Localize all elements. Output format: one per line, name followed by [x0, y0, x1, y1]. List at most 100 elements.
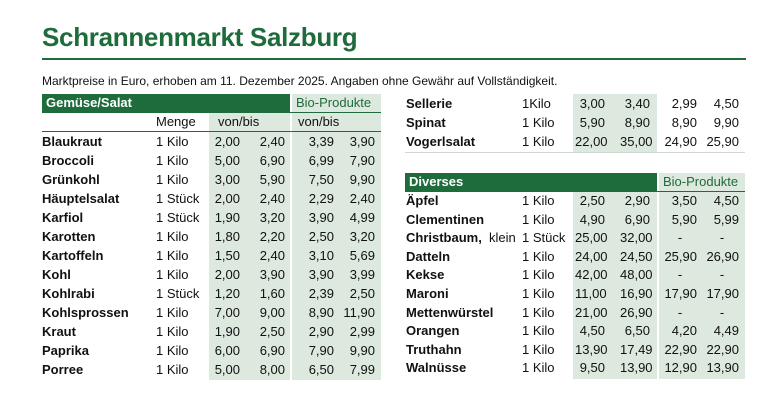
table-row: Grünkohl 1 Kilo 3,00 5,90 7,50 9,90: [0, 170, 770, 189]
price-to: 48,00: [620, 267, 653, 283]
bio-price-from: 2,39: [308, 286, 334, 301]
price-to: 6,90: [259, 343, 285, 358]
price-from: 1,20: [214, 286, 240, 301]
bio-price-to: 9,90: [349, 343, 375, 358]
right-top-line: [405, 152, 745, 153]
table-row: Clementinen 1 Kilo 4,90 6,90 5,90 5,99: [0, 210, 770, 229]
bio-price-from: 8,90: [308, 305, 334, 320]
quantity: 1 Stück: [156, 286, 200, 301]
bio-price-from: 3,10: [308, 248, 334, 263]
price-from: 2,50: [579, 193, 605, 208]
bio-price-from: 17,90: [664, 286, 697, 301]
price-from: 2,00: [214, 267, 240, 282]
price-to: 2,90: [624, 193, 650, 208]
table-row: Kraut 1 Kilo 1,90 2,50 2,90 2,99: [0, 322, 770, 341]
bio-price-from: 2,90: [308, 324, 334, 339]
price-to: 8,00: [259, 362, 285, 377]
price-from: 13,90: [575, 341, 608, 357]
quantity: 1 Stück: [156, 191, 200, 206]
bio-price-to: 4,99: [349, 210, 375, 225]
left-price-shade: [209, 112, 290, 380]
product-name: Vogerlsalat: [406, 134, 476, 149]
price-to: 3,90: [259, 267, 285, 282]
table-row: Sellerie 1Kilo 3,00 3,40 2,99 4,50: [0, 94, 770, 113]
bio-price-from: 2,29: [308, 191, 334, 206]
quantity: 1 Kilo: [156, 172, 189, 187]
product-name: Spinat: [406, 115, 446, 130]
quantity: 1 Kilo: [522, 134, 555, 149]
quantity: 1 Kilo: [156, 343, 189, 358]
quantity: 1 Kilo: [156, 229, 189, 244]
product-name-suffix: klein: [489, 230, 516, 246]
price-to: 1,60: [259, 286, 285, 301]
section-header-diverses: Diverses: [405, 173, 657, 191]
product-name: Kekse: [406, 267, 445, 283]
bio-price-from: 12,90: [664, 360, 697, 376]
price-from: 5,00: [214, 362, 240, 377]
price-from: 4,90: [579, 211, 605, 227]
price-from: 9,50: [579, 360, 605, 376]
bio-price-from: 2,50: [308, 229, 334, 244]
quantity: 1 Kilo: [522, 115, 555, 130]
price-to: 35,00: [620, 134, 653, 149]
table-row: Walnüsse 1 Kilo 9,50 13,90 12,90 13,90: [0, 358, 770, 377]
table-row: Häuptelsalat 1 Stück 2,00 2,40 2,29 2,40: [0, 189, 770, 208]
table-row: Broccoli 1 Kilo 5,00 6,90 6,99 7,90: [0, 151, 770, 170]
table-row: Äpfel 1 Kilo 2,50 2,90 3,50 4,50: [0, 191, 770, 210]
price-to: 16,90: [620, 286, 653, 301]
price-to: 6,50: [624, 323, 650, 339]
left-bio-shade: [292, 112, 381, 380]
product-name: Karotten: [42, 229, 96, 244]
bio-price-from: 7,50: [308, 172, 334, 187]
section-header-gemuese: Gemüse/Salat: [42, 94, 290, 112]
quantity: 1 Kilo: [522, 248, 555, 264]
price-to: 2,40: [259, 191, 285, 206]
bio-price-to: 13,90: [706, 360, 739, 376]
table-row: Kohlsprossen 1 Kilo 7,00 9,00 8,90 11,90: [0, 303, 770, 322]
bio-price-to: 4,50: [713, 193, 739, 208]
bio-price-from: 2,99: [671, 96, 697, 111]
bio-price-to: 3,99: [349, 267, 375, 282]
bio-header-right: Bio-Produkte: [659, 173, 745, 191]
bio-price-to: -: [719, 230, 725, 246]
table-row: Kohl 1 Kilo 2,00 3,90 3,90 3,99: [0, 265, 770, 284]
bio-price-from: 3,39: [308, 134, 334, 149]
bio-price-from: 4,20: [671, 323, 697, 339]
bio-price-to: -: [719, 304, 725, 320]
left-header-line: [42, 112, 381, 113]
bio-price-from: 22,90: [664, 341, 697, 357]
product-name: Datteln: [406, 248, 451, 264]
product-name: Kohl: [42, 267, 71, 282]
product-name: Paprika: [42, 343, 89, 358]
bio-price-to: 11,90: [343, 305, 375, 320]
bio-price-to: 7,99: [349, 362, 375, 377]
col-vonbis: von/bis: [218, 114, 260, 129]
bio-price-to: 5,69: [349, 248, 375, 263]
quantity: 1 Kilo: [522, 304, 555, 320]
price-to: 5,90: [259, 172, 285, 187]
quantity: 1Kilo: [522, 96, 551, 111]
product-name: Mettenwürstel: [406, 304, 494, 320]
product-name: Sellerie: [406, 96, 453, 111]
bio-price-to: 3,90: [349, 134, 375, 149]
right-top-price-shade: [573, 94, 657, 152]
product-name: Häuptelsalat: [42, 191, 120, 206]
price-to: 9,00: [259, 305, 285, 320]
bio-price-from: 8,90: [671, 115, 697, 130]
table-row: Orangen 1 Kilo 4,50 6,50 4,20 4,49: [0, 321, 770, 340]
bio-price-from: 5,90: [671, 211, 697, 227]
table-row: Porree 1 Kilo 5,00 8,00 6,50 7,99: [0, 360, 770, 379]
quantity: 1 Kilo: [522, 286, 555, 301]
page-title: Schrannenmarkt Salzburg: [42, 22, 358, 52]
product-name: Broccoli: [42, 153, 95, 168]
bio-price-from: -: [677, 267, 683, 283]
price-from: 7,00: [214, 305, 240, 320]
bio-price-to: 2,50: [349, 286, 375, 301]
price-to: 26,90: [620, 304, 653, 320]
table-row: Karotten 1 Kilo 1,80 2,20 2,50 3,20: [0, 227, 770, 246]
quantity: 1 Kilo: [156, 248, 189, 263]
price-from: 6,00: [214, 343, 240, 358]
product-name: Kohlrabi: [42, 286, 95, 301]
quantity: 1 Kilo: [522, 323, 555, 339]
quantity: 1 Kilo: [156, 362, 189, 377]
